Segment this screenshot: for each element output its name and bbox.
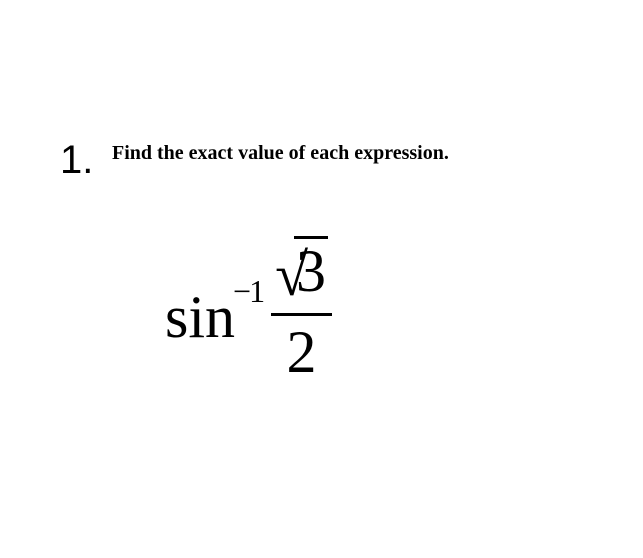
fraction: √3 2 <box>271 240 332 382</box>
fraction-bar <box>271 313 332 316</box>
function-name: sin <box>165 283 235 352</box>
square-root: √3 <box>275 240 328 305</box>
numerator: √3 <box>271 240 332 307</box>
instruction-text: Find the exact value of each expression. <box>112 142 449 165</box>
math-expression: sin−1 √3 2 <box>165 240 332 382</box>
function-exponent: −1 <box>233 273 263 310</box>
radicand: 3 <box>294 236 328 301</box>
page-container: 1. Find the exact value of each expressi… <box>0 0 643 558</box>
denominator: 2 <box>271 320 332 382</box>
problem-number: 1. <box>60 138 93 183</box>
